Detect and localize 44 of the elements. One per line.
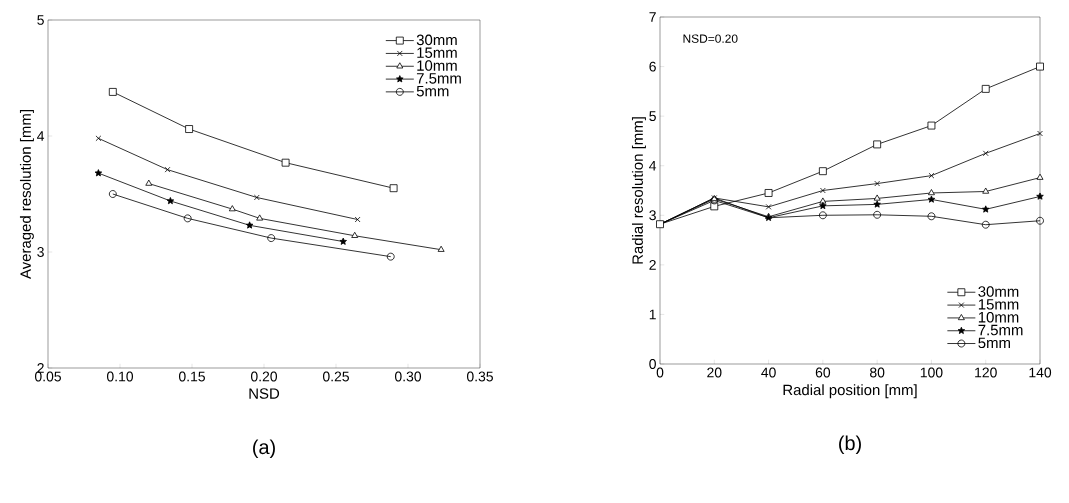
x-tick-label: 0.25 bbox=[322, 371, 349, 382]
x-tick-label: 0.05 bbox=[34, 371, 61, 382]
y-axis-title: Radial resolution [mm] bbox=[631, 117, 646, 264]
x-axis-title: Radial position [mm] bbox=[783, 384, 917, 399]
x-tick-label: 0.10 bbox=[106, 371, 134, 382]
y-tick-label: 5 bbox=[37, 15, 44, 25]
x-tick-label: 100 bbox=[920, 367, 943, 378]
legend-label: 7.5mm bbox=[416, 73, 461, 84]
text: (a) bbox=[253, 439, 275, 459]
x-tick-label: 20 bbox=[707, 367, 722, 378]
legend-label: 5mm bbox=[416, 85, 449, 97]
annotation: NSD=0.20 bbox=[683, 34, 738, 43]
legend-label: 10mm bbox=[417, 60, 457, 71]
y-tick-label: 4 bbox=[37, 131, 45, 141]
x-tick-label: 0.20 bbox=[250, 371, 278, 382]
y-axis-title: Averaged resolution [mm] bbox=[19, 110, 34, 279]
legend-label: 15mm bbox=[978, 299, 1019, 310]
x-tick-label: 60 bbox=[815, 367, 831, 378]
legend-label: 5mm bbox=[978, 337, 1010, 349]
x-tick-label: 0.15 bbox=[178, 371, 205, 382]
y-tick-label: 1 bbox=[649, 309, 656, 320]
x-tick-label: 0.30 bbox=[394, 371, 422, 382]
text: (b) bbox=[839, 435, 861, 455]
x-tick-label: 40 bbox=[761, 367, 776, 378]
x-tick-label: 80 bbox=[870, 367, 885, 378]
legend-label: 15mm bbox=[417, 47, 457, 58]
y-tick-label: 5 bbox=[649, 111, 656, 122]
y-tick-label: 3 bbox=[649, 210, 656, 221]
legend-label: 10mm bbox=[978, 311, 1019, 323]
y-tick-label: 2 bbox=[649, 259, 656, 270]
x-tick-label: 0 bbox=[656, 367, 664, 378]
legend-label: 30mm bbox=[416, 34, 457, 46]
x-tick-label: 120 bbox=[975, 367, 997, 378]
x-axis-title: NSD bbox=[249, 388, 280, 399]
y-tick-label: 7 bbox=[649, 12, 656, 22]
x-tick-label: 140 bbox=[1029, 367, 1052, 378]
legend-label: 30mm bbox=[978, 286, 1019, 297]
y-tick-label: 3 bbox=[37, 247, 44, 257]
legend-label: 7.5mm bbox=[978, 324, 1023, 336]
y-tick-label: 6 bbox=[649, 61, 656, 72]
y-tick-label: 2 bbox=[37, 363, 44, 373]
y-tick-label: 0 bbox=[649, 359, 656, 369]
x-tick-label: 0.35 bbox=[466, 371, 493, 382]
y-tick-label: 4 bbox=[649, 160, 657, 171]
